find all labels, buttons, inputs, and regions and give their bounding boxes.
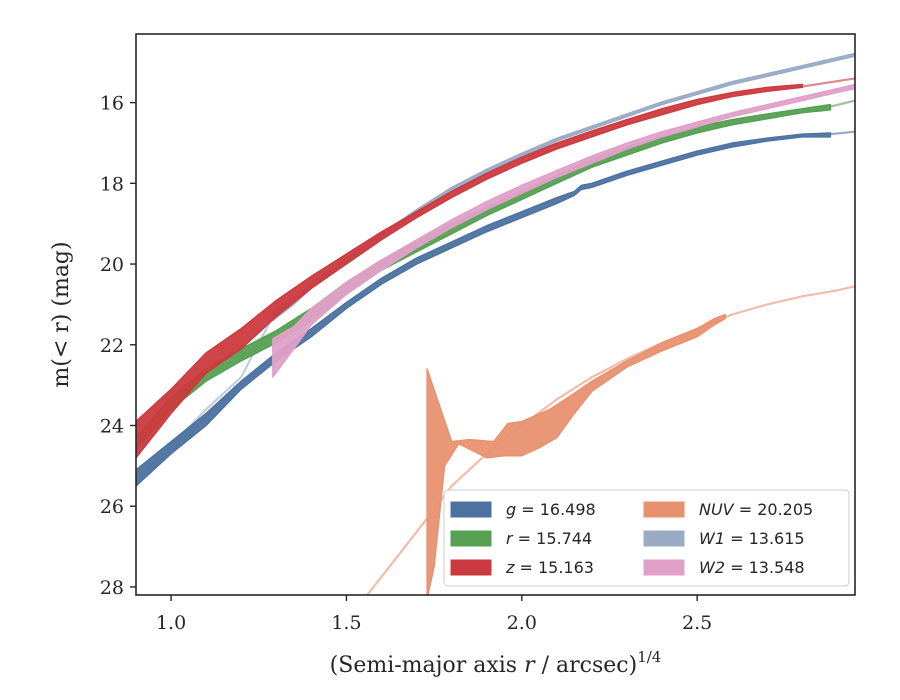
legend-swatch-nuv — [643, 501, 685, 518]
model-line-z — [802, 77, 855, 88]
y-tick-label: 16 — [100, 93, 124, 115]
band-nuv — [426, 313, 726, 595]
band-w2 — [272, 83, 855, 378]
legend-label-nuv: NUV = 20.205 — [699, 500, 813, 519]
plot-area — [136, 52, 855, 595]
legend-label-g: g = 16.498 — [506, 500, 596, 519]
legend-label-r: r = 15.744 — [506, 529, 592, 548]
legend-label-z: z = 15.163 — [505, 558, 594, 577]
x-tick-label: 1.5 — [331, 612, 361, 634]
band-g — [136, 132, 832, 487]
legend-label-w2: W2 = 13.548 — [699, 558, 805, 577]
legend-swatch-w2 — [643, 559, 685, 576]
x-tick-label: 2.5 — [682, 612, 712, 634]
model-line-g — [830, 130, 855, 136]
axes-frame — [135, 33, 856, 596]
y-tick-label: 18 — [100, 173, 124, 195]
y-tick-label: 22 — [100, 335, 124, 357]
legend: g = 16.498 r = 15.744 z = 15.163 NUV = 20.2… — [443, 489, 850, 587]
y-tick-label: 24 — [100, 415, 124, 437]
model-line-r — [830, 99, 855, 108]
band-z — [136, 83, 804, 459]
legend-swatch-g — [450, 501, 492, 518]
y-tick-label: 26 — [100, 496, 124, 518]
legend-swatch-w1 — [643, 530, 685, 547]
y-axis-title: m(< r) (mag) — [49, 241, 74, 387]
y-tick-label: 20 — [100, 254, 124, 276]
legend-label-w1: W1 = 13.615 — [699, 529, 805, 548]
legend-swatch-r — [450, 530, 492, 547]
x-tick-label: 2.0 — [507, 612, 537, 634]
x-tick-label: 1.0 — [156, 612, 186, 634]
x-axis-title: (Semi-major axis r / arcsec)1/4 — [330, 648, 662, 678]
y-tick-label: 28 — [100, 577, 124, 599]
legend-swatch-z — [450, 559, 492, 576]
axis-ticks: 1.0 1.5 2.0 2.5 16 18 20 22 24 26 28 — [100, 93, 712, 634]
